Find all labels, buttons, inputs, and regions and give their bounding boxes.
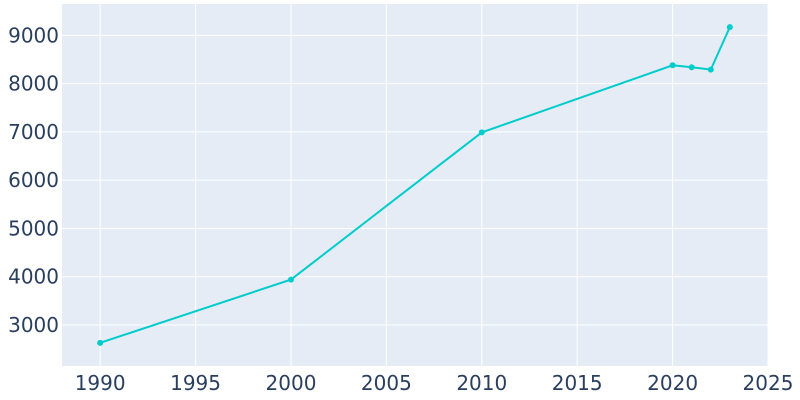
x-tick-label: 1995 — [170, 371, 221, 395]
data-point — [478, 129, 485, 136]
y-tick-label: 3000 — [8, 313, 59, 337]
y-tick-label: 4000 — [8, 265, 59, 289]
y-axis-tick-labels: 3000 4000 5000 6000 7000 8000 9000 — [8, 23, 59, 337]
data-point — [669, 62, 676, 69]
x-tick-label: 1990 — [75, 371, 126, 395]
x-tick-label: 2015 — [552, 371, 603, 395]
y-tick-label: 5000 — [8, 216, 59, 240]
series-layer — [97, 24, 733, 346]
data-point — [287, 276, 294, 283]
x-axis-tick-labels: 1990 1995 2000 2005 2010 2015 2020 2025 — [75, 371, 794, 395]
x-tick-label: 2005 — [361, 371, 412, 395]
y-tick-label: 8000 — [8, 72, 59, 96]
grid-lines — [62, 4, 769, 366]
y-tick-label: 9000 — [8, 23, 59, 47]
y-tick-label: 6000 — [8, 168, 59, 192]
x-tick-label: 2010 — [456, 371, 507, 395]
x-tick-label: 2000 — [266, 371, 317, 395]
data-point — [97, 339, 104, 346]
x-tick-label: 2025 — [743, 371, 794, 395]
data-point — [707, 66, 714, 73]
x-tick-label: 2020 — [647, 371, 698, 395]
data-point — [688, 64, 695, 71]
y-tick-label: 7000 — [8, 120, 59, 144]
data-point — [726, 24, 733, 31]
